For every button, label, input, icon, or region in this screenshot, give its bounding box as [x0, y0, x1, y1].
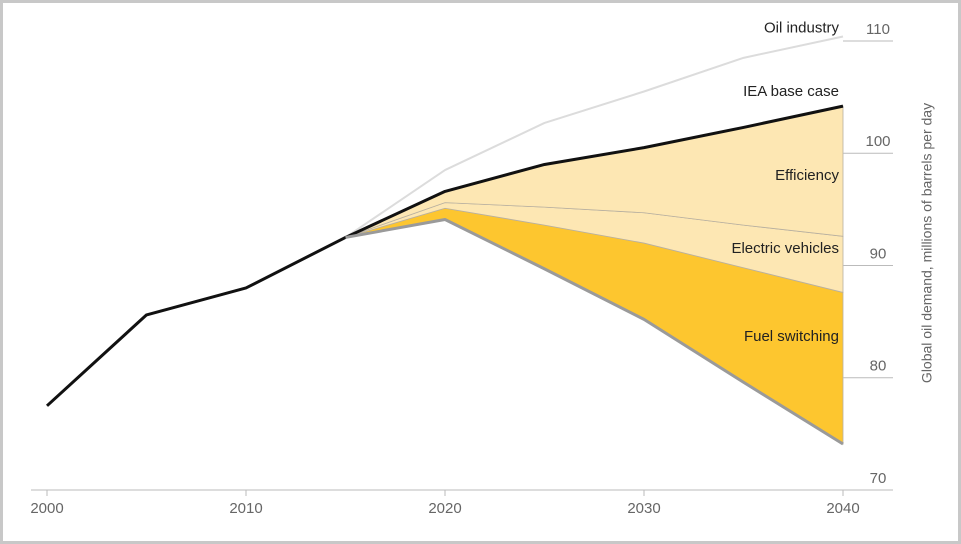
y-tick-label: 70: [870, 470, 887, 487]
line: [345, 217, 844, 446]
x-tick-label: 2010: [229, 500, 262, 517]
band-label: Efficiency: [775, 167, 839, 184]
y-tick-label: 110: [866, 21, 890, 38]
line-label: Oil industry: [764, 19, 840, 36]
y-tick-label: 100: [865, 133, 890, 150]
line-label: IEA base case: [743, 83, 839, 100]
line: [344, 35, 844, 239]
x-tick-label: 2000: [30, 500, 63, 517]
x-tick-label: 2030: [627, 500, 660, 517]
band-label: Fuel switching: [744, 328, 839, 345]
x-tick-label: 2040: [826, 500, 859, 517]
y-axis-label: Global oil demand, millions of barrels p…: [919, 103, 935, 383]
y-tick-label: 90: [870, 245, 887, 262]
line: [45, 104, 844, 407]
y-tick-label: 80: [870, 358, 887, 375]
chart: Global oil demand, millions of barrels p…: [30, 19, 935, 517]
band-label: Electric vehicles: [731, 240, 839, 257]
x-tick-label: 2020: [428, 500, 461, 517]
